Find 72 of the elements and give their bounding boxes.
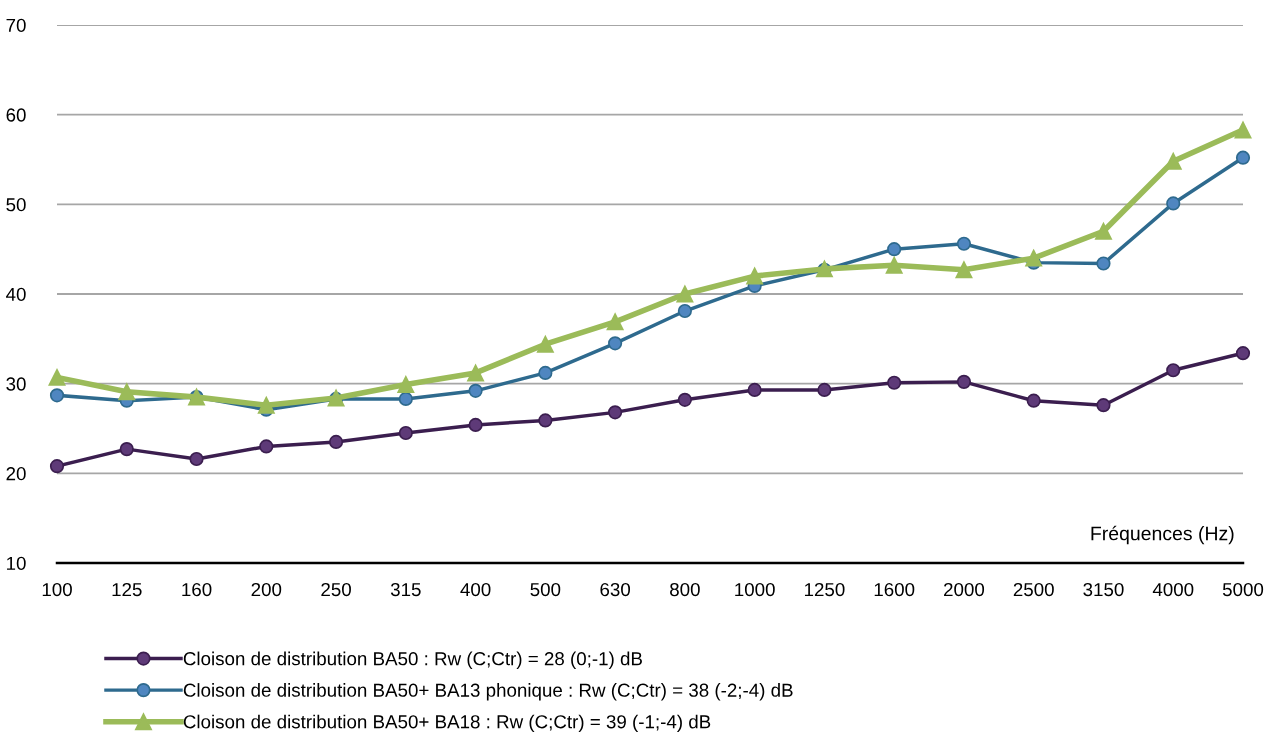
point [677,392,692,407]
point [887,375,902,390]
point [328,434,344,450]
point [1235,346,1251,361]
point [956,236,972,251]
point [956,374,972,389]
y-tick-label: 20 [6,467,26,481]
point [1166,363,1181,378]
point [887,242,902,257]
y-tick-label: 70 [6,18,26,32]
point [1094,222,1112,240]
point [118,383,136,401]
x-tick-label: 2500 [1013,582,1054,597]
x-tick-label: 1250 [804,582,845,597]
point [1234,121,1252,139]
point [1025,249,1043,267]
point [48,368,66,386]
point [259,439,274,454]
x-tick-label: 100 [42,582,72,597]
point [676,285,694,303]
point [538,365,553,380]
x-tick-label: 125 [112,582,142,597]
legend-label: Cloison de distribution BA50+ BA18 : Rw (C;Ctr) = 39 (-1;-4) dB [183,714,711,733]
point [746,267,764,285]
point [885,256,903,274]
point [1026,393,1041,408]
point [608,336,623,351]
point [1096,398,1111,413]
point [747,382,762,398]
point [677,303,692,319]
x-tick-label: 250 [321,582,351,597]
point [398,391,413,406]
point [1166,196,1181,211]
y-tick-label: 60 [6,108,26,122]
point [119,442,134,457]
legend-label: Cloison de distribution BA50+ BA13 phonique : Rw (C;Ctr) = 38 (-2;-4) dB [183,683,793,701]
x-tick-label: 3150 [1083,582,1124,597]
x-tick-label: 200 [251,582,282,597]
point [608,405,623,420]
legend-label: Cloison de distribution BA50 : Rw (C;Ctr) = 28 (0;-1) dB [183,651,642,670]
x-tick-label: 315 [390,582,421,597]
point [257,396,275,414]
point [397,376,415,394]
point [398,425,413,441]
x-tick-label: 1600 [874,582,915,597]
x-tick-label: 500 [530,582,561,597]
point [1235,150,1251,165]
point [49,459,65,474]
x-tick-label: 400 [460,582,491,597]
point [467,364,485,382]
x-tick-label: 1000 [735,582,775,597]
x-tick-label: 160 [182,582,212,597]
x-tick-label: 800 [670,582,700,597]
point [538,413,553,428]
point [955,261,973,279]
x-tick-label: 2000 [944,582,985,597]
y-tick-label: 30 [6,377,26,391]
point [49,388,65,403]
point [536,335,554,353]
x-axis-title: Fréquences (Hz) [1091,525,1234,545]
point [468,383,483,398]
point [606,313,624,331]
point [1096,256,1111,271]
x-tick-label: 5000 [1222,582,1264,597]
x-tick-label: 4000 [1152,582,1194,597]
y-tick-label: 40 [6,287,26,301]
point [468,417,483,432]
y-tick-label: 50 [6,198,26,212]
point [189,451,204,467]
x-tick-label: 630 [600,582,631,597]
y-tick-label: 10 [7,556,26,570]
point [817,382,832,398]
